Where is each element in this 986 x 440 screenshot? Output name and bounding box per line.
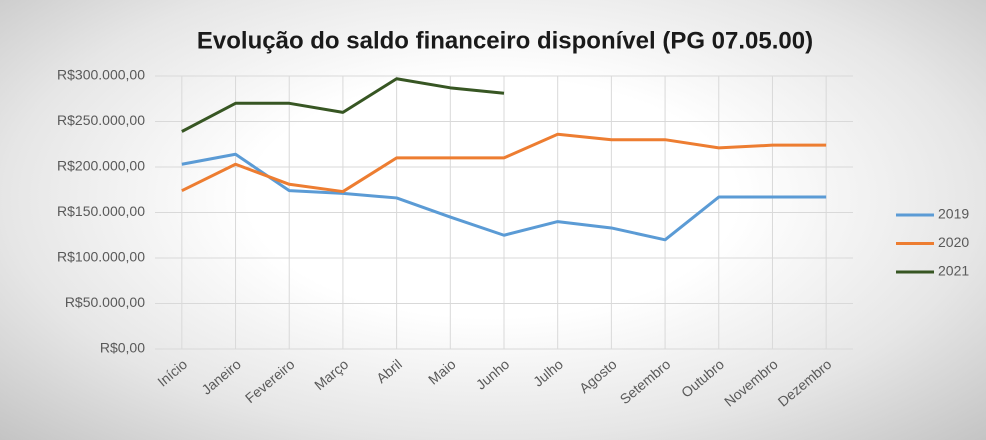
x-tick-label: Agosto	[576, 356, 620, 396]
x-tick-label: Setembro	[617, 356, 674, 407]
legend-label: 2021	[938, 263, 969, 279]
y-tick-label: R$200.000,00	[57, 158, 145, 174]
y-tick-label: R$50.000,00	[65, 294, 145, 310]
y-tick-label: R$0,00	[100, 340, 145, 356]
y-tick-label: R$250.000,00	[57, 112, 145, 128]
x-tick-label: Junho	[473, 356, 513, 393]
y-tick-label: R$100.000,00	[57, 249, 145, 265]
x-tick-label: Início	[154, 356, 190, 390]
line	[181, 132, 827, 194]
x-tick-label: Janeiro	[198, 356, 244, 398]
x-tick-label: Novembro	[721, 356, 781, 410]
legend-label: 2020	[938, 234, 969, 250]
x-tick-label: Outubro	[678, 356, 727, 401]
line	[181, 152, 827, 242]
x-tick-label: Março	[311, 356, 351, 393]
line	[181, 77, 505, 133]
x-tick-label: Abril	[373, 356, 405, 386]
chart-title: Evolução do saldo financeiro disponível …	[197, 27, 813, 54]
y-tick-label: R$150.000,00	[57, 203, 145, 219]
legend-label: 2019	[938, 206, 969, 222]
x-tick-label: Dezembro	[775, 356, 835, 410]
x-tick-label: Julho	[530, 356, 566, 390]
x-tick-label: Fevereiro	[242, 356, 298, 406]
y-tick-label: R$300.000,00	[57, 67, 145, 83]
x-tick-label: Maio	[425, 356, 459, 388]
